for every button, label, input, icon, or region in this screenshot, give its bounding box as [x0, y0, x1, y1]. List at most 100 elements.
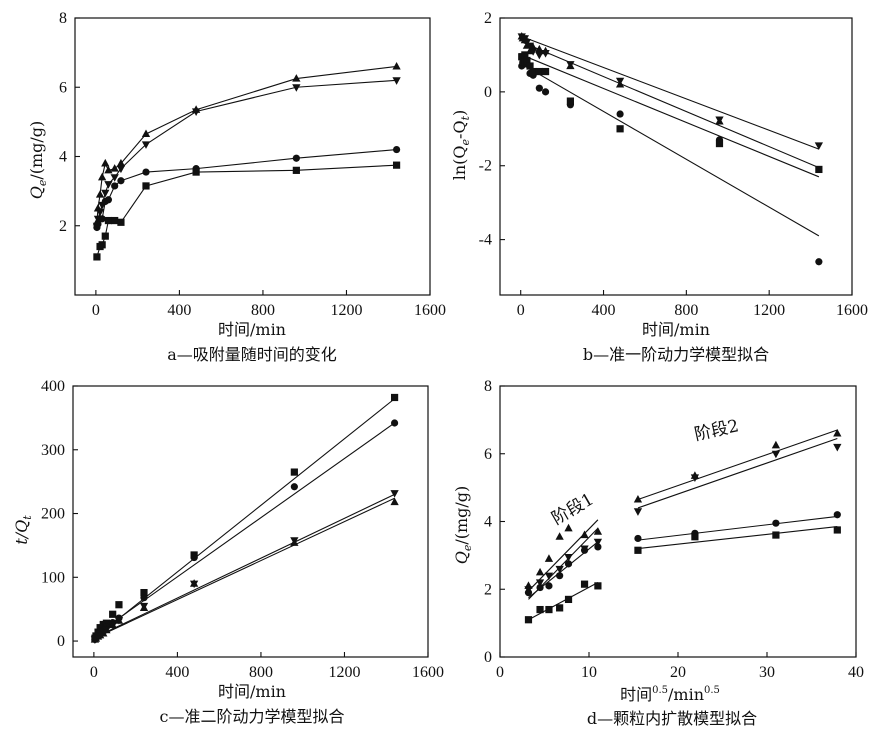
- data-point-square: [93, 253, 101, 261]
- data-point-triangle-down: [101, 189, 110, 198]
- data-point-triangle-up: [116, 158, 126, 167]
- data-point-triangle-down: [392, 77, 401, 85]
- x-tick-label: 800: [251, 302, 275, 319]
- y-tick-label: 400: [41, 378, 65, 395]
- data-point-circle: [292, 154, 300, 162]
- stage-annotation: 阶段2: [693, 416, 741, 445]
- panel-d-ylabel: Qe/(mg/g): [452, 486, 474, 565]
- data-point-square: [535, 67, 543, 76]
- data-point-circle: [290, 483, 298, 491]
- y-tick-label: 4: [59, 149, 67, 166]
- data-point-square: [526, 62, 534, 70]
- panel-a-plot-area: [92, 61, 401, 261]
- data-point-triangle-down: [690, 474, 700, 482]
- data-point-square: [715, 139, 724, 148]
- y-tick-label: -2: [479, 158, 492, 175]
- data-point-square: [772, 531, 780, 539]
- data-point-circle: [142, 168, 150, 176]
- data-point-square: [594, 582, 602, 590]
- data-point-square: [117, 218, 125, 226]
- panel-b-y-ticks: -4 -2 0 2: [479, 10, 505, 249]
- data-point-triangle-up: [833, 428, 842, 437]
- data-point-triangle-down: [541, 50, 550, 58]
- data-point-square: [833, 526, 841, 534]
- y-tick-label: 0: [57, 633, 65, 650]
- data-point-square: [98, 241, 106, 249]
- data-point-square: [523, 56, 531, 65]
- x-tick-label: 0: [517, 302, 525, 319]
- data-point-triangle-up: [104, 165, 113, 174]
- data-point-square: [111, 216, 119, 225]
- panel-d-xlabel: 时间0.5/min0.5: [620, 685, 720, 704]
- data-point-circle: [117, 177, 125, 185]
- data-point-triangle-up: [141, 129, 151, 138]
- data-point-square: [634, 546, 642, 554]
- y-tick-label: 200: [41, 506, 65, 523]
- y-tick-label: 2: [484, 581, 492, 598]
- fit-line: [521, 41, 820, 169]
- fit-line: [528, 581, 599, 621]
- data-point-circle: [545, 582, 553, 590]
- panel-d-y-ticks: 0 2 4 6 8: [484, 378, 505, 666]
- x-tick-label: 1200: [328, 664, 360, 681]
- data-point-circle: [536, 583, 544, 592]
- panel-a-xlabel: 时间/min: [218, 320, 286, 339]
- data-point-circle: [616, 110, 624, 118]
- data-point-square: [541, 67, 550, 76]
- panel-a-frame: [74, 17, 431, 296]
- data-point-square: [140, 588, 148, 597]
- panel-d-plot-area: [524, 428, 842, 624]
- data-point-square: [192, 168, 200, 176]
- x-tick-label: 800: [674, 302, 698, 319]
- data-point-triangle-up: [535, 567, 545, 576]
- panel-c-y-ticks: 0 100 200 300 400: [41, 378, 78, 650]
- y-tick-label: 2: [484, 10, 492, 27]
- fit-line: [93, 422, 395, 637]
- panel-a: 0 400 800 1200 1600 2 4 6 8 时间/min Qe/(mg/g) a—…: [27, 10, 446, 364]
- data-point-triangle-down: [633, 508, 643, 516]
- fit-line: [93, 497, 395, 640]
- y-tick-label: 0: [484, 84, 492, 101]
- data-point-triangle-up: [392, 61, 401, 70]
- y-tick-label: 300: [41, 442, 65, 459]
- data-point-circle: [392, 145, 401, 154]
- x-tick-label: 20: [670, 664, 686, 681]
- panel-d-annotations: 阶段1 阶段2: [549, 416, 741, 529]
- data-point-triangle-up: [139, 603, 149, 611]
- x-tick-label: 1200: [330, 302, 362, 319]
- data-point-triangle-down: [104, 181, 113, 189]
- data-point-triangle-down: [528, 48, 538, 56]
- data-point-circle: [98, 215, 106, 223]
- data-point-triangle-down: [566, 61, 575, 69]
- panel-c-caption: c—准二阶动力学模型拟合: [160, 707, 345, 726]
- fit-line: [637, 526, 838, 550]
- series-line: [96, 164, 397, 258]
- series-line: [96, 149, 397, 228]
- panel-b-xlabel: 时间/min: [642, 320, 710, 339]
- data-point-square: [815, 165, 823, 174]
- x-tick-label: 10: [581, 664, 597, 681]
- data-point-triangle-down: [771, 450, 781, 459]
- data-point-triangle-down: [390, 490, 399, 498]
- x-tick-label: 400: [592, 302, 616, 319]
- data-point-triangle-up: [292, 74, 301, 82]
- x-tick-label: 400: [165, 664, 189, 681]
- data-point-triangle-up: [564, 523, 573, 532]
- data-point-triangle-down: [615, 77, 625, 86]
- data-point-circle: [390, 419, 399, 427]
- data-point-circle: [815, 258, 823, 266]
- panel-b-ylabel: ln(Qe-Qt): [450, 110, 472, 181]
- data-point-triangle-up: [189, 579, 199, 587]
- panel-c-xlabel: 时间/min: [218, 682, 286, 701]
- data-point-circle: [140, 594, 148, 602]
- y-tick-label: 8: [484, 378, 492, 395]
- data-point-square: [292, 166, 300, 174]
- x-tick-label: 0: [92, 302, 100, 319]
- data-point-triangle-up: [108, 620, 117, 629]
- panel-c-plot-area: [90, 393, 399, 644]
- y-tick-label: 6: [484, 446, 492, 463]
- panel-c-x-ticks: 0 400 800 1200 1600: [90, 652, 444, 681]
- data-point-circle: [772, 519, 780, 527]
- fit-line: [637, 437, 838, 509]
- y-tick-label: 8: [59, 10, 67, 27]
